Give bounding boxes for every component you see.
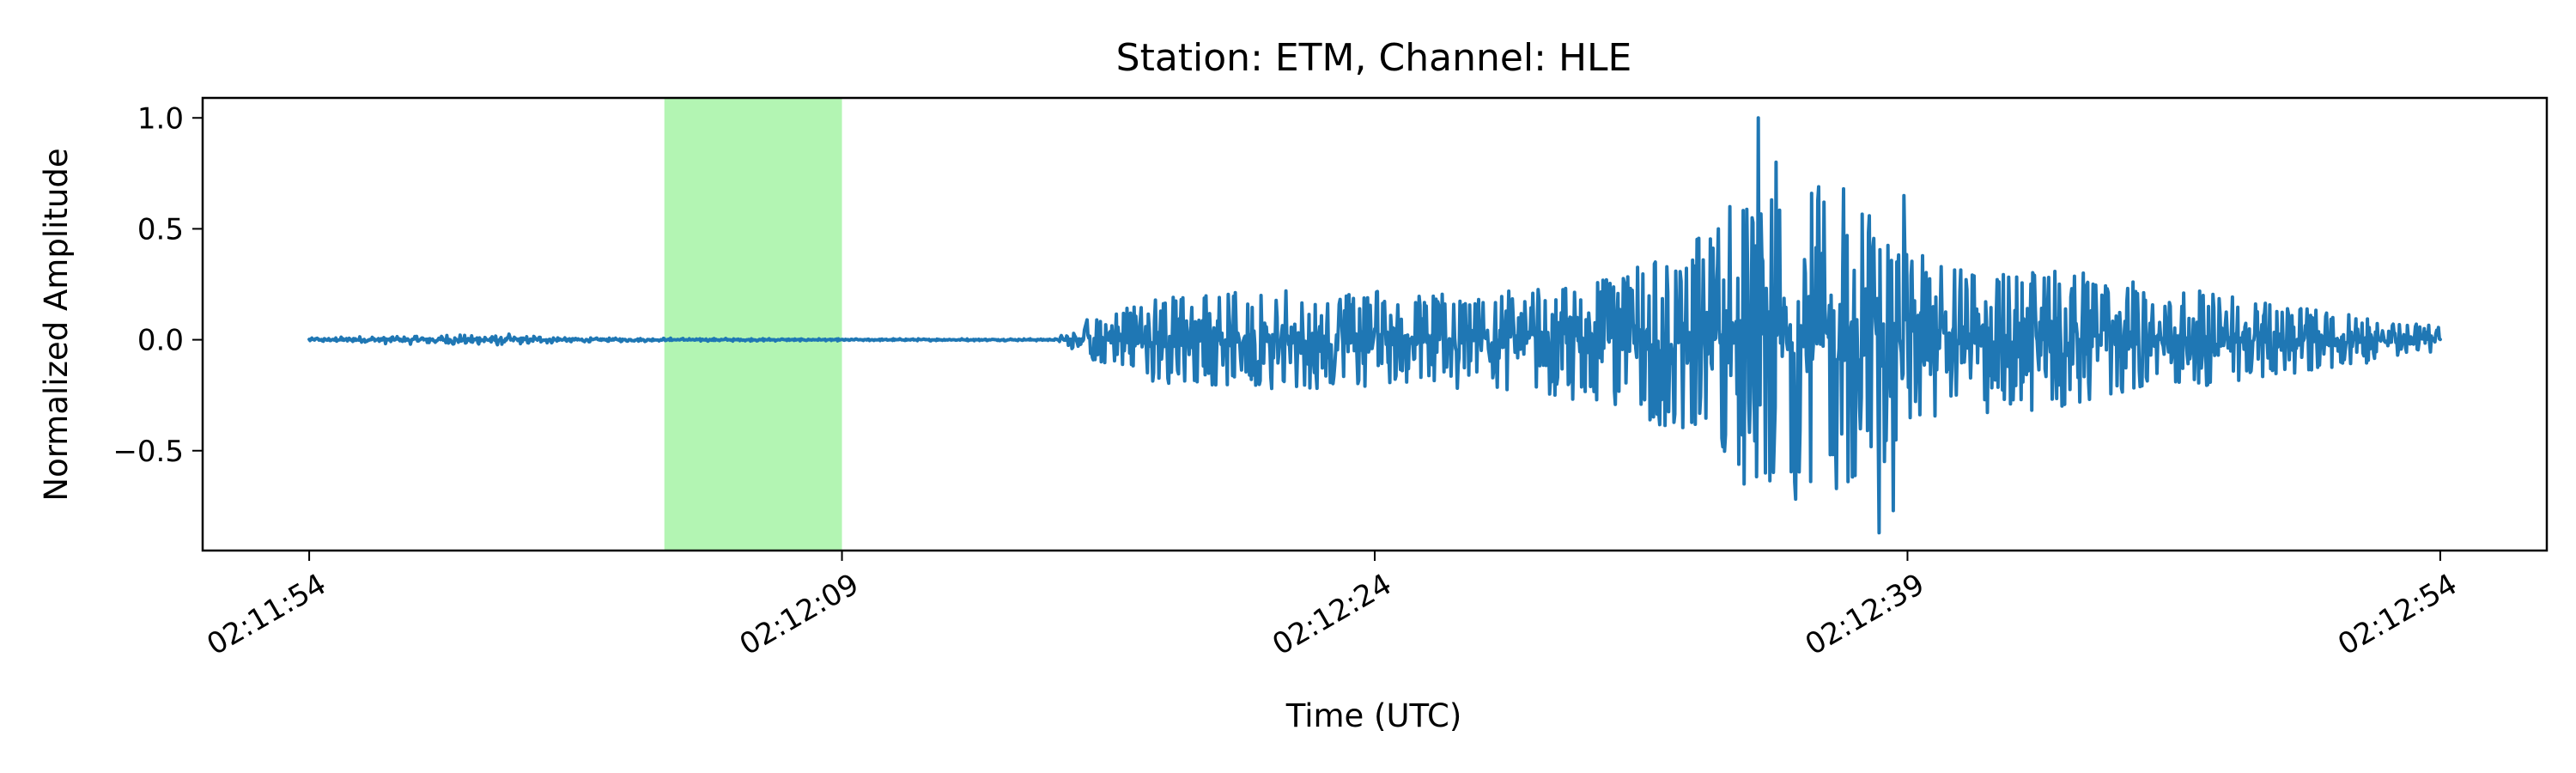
highlight-window xyxy=(664,98,842,551)
y-tick-label: 0.5 xyxy=(137,212,184,247)
y-tick-label: 1.0 xyxy=(137,101,184,136)
y-tick-label: −0.5 xyxy=(112,435,184,469)
x-tick-label: 02:12:24 xyxy=(1267,567,1397,662)
y-axis-label: Normalized Amplitude xyxy=(38,148,75,501)
x-axis: 02:11:54 02:12:09 02:12:24 02:12:39 02:12:54 xyxy=(201,551,2463,662)
x-tick-label: 02:11:54 xyxy=(201,567,331,662)
x-tick-label: 02:12:39 xyxy=(1800,567,1930,662)
x-tick-label: 02:12:09 xyxy=(734,567,865,662)
chart-title: Station: ETM, Channel: HLE xyxy=(1116,36,1632,80)
x-axis-label: Time (UTC) xyxy=(1285,697,1462,734)
y-tick-label: 0.0 xyxy=(137,324,184,358)
y-axis: 1.0 0.5 0.0 −0.5 xyxy=(112,101,203,469)
waveform-line xyxy=(307,116,2442,535)
x-tick-label: 02:12:54 xyxy=(2332,567,2463,662)
